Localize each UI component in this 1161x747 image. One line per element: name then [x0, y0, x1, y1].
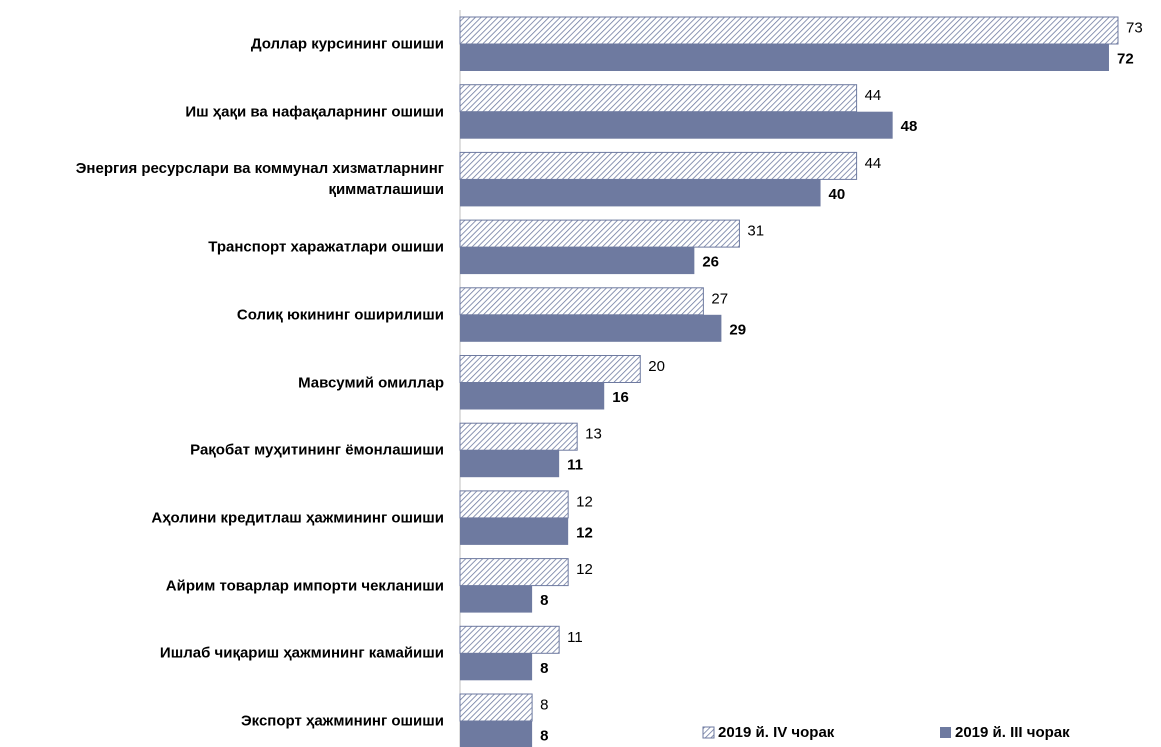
legend-label: 2019 й. IV чорак [718, 724, 835, 741]
value-label: 27 [711, 290, 728, 307]
bar [460, 653, 533, 681]
bar [460, 585, 533, 613]
category-label: Транспорт харажатлари ошиши [208, 238, 444, 256]
value-label: 20 [648, 358, 665, 375]
bar [460, 111, 893, 139]
bar [460, 517, 569, 545]
legend-swatch [702, 726, 715, 739]
value-label: 8 [540, 727, 548, 744]
category-label: Рақобат муҳитининг ёмонлашиши [190, 441, 444, 459]
bar [459, 287, 704, 316]
bar [459, 558, 569, 587]
value-label: 8 [540, 696, 548, 713]
value-label: 13 [585, 426, 602, 443]
bar [460, 247, 695, 275]
bar [459, 151, 858, 180]
category-label: Энергия ресурслари ва коммунал хизматлар… [75, 160, 444, 199]
bar [459, 490, 569, 519]
value-label: 26 [702, 254, 719, 271]
value-label: 16 [612, 389, 629, 406]
bar [460, 314, 722, 342]
value-label: 72 [1117, 50, 1134, 67]
legend-swatch [940, 727, 951, 738]
bar [460, 179, 821, 207]
bar [459, 16, 1119, 45]
category-label: Экспорт ҳажмининг ошиши [240, 712, 444, 730]
bar [459, 84, 858, 113]
bar [460, 450, 560, 478]
value-label: 11 [567, 457, 583, 474]
value-label: 8 [540, 592, 548, 609]
legend-label: 2019 й. III чорак [955, 724, 1070, 741]
category-label: Ишлаб чиқариш ҳажмининг камайиши [159, 644, 444, 662]
bar [459, 355, 641, 383]
value-label: 44 [865, 155, 882, 172]
value-label: 40 [829, 186, 846, 203]
bar [459, 693, 533, 722]
category-label: Аҳолини кредитлаш ҳажмининг ошиши [151, 509, 444, 527]
category-label: Доллар курсининг ошиши [250, 35, 444, 53]
value-label: 29 [729, 321, 746, 338]
bar [460, 721, 533, 747]
category-label: Солиқ юкининг оширилиши [236, 306, 444, 324]
value-label: 73 [1126, 19, 1143, 36]
value-label: 11 [567, 629, 583, 646]
value-label: 31 [747, 223, 764, 240]
category-label: Айрим товарлар импорти чекланиши [165, 577, 444, 595]
bar [460, 382, 605, 410]
bar [460, 44, 1109, 71]
value-label: 12 [576, 561, 593, 578]
value-label: 8 [540, 660, 548, 677]
value-label: 12 [576, 524, 593, 541]
bar [459, 422, 578, 451]
value-label: 12 [576, 493, 593, 510]
category-label: Иш ҳақи ва нафақаларнинг ошиши [185, 103, 444, 121]
value-label: 48 [901, 118, 918, 135]
bar [459, 625, 560, 654]
value-label: 44 [865, 87, 882, 104]
bar [459, 219, 740, 248]
category-label: Мавсумий омиллар [298, 374, 444, 391]
